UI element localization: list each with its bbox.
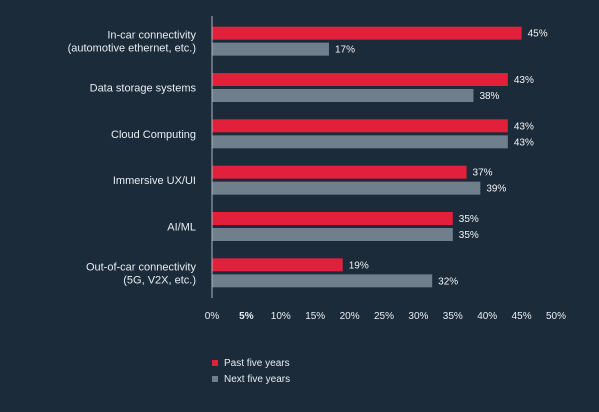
- bar-next-five-years: [212, 274, 433, 288]
- value-label: 19%: [349, 260, 369, 271]
- bar-past-five-years: [212, 165, 467, 179]
- category-label: In-car connectivity: [107, 30, 196, 42]
- x-tick-label: 10%: [271, 311, 291, 322]
- bar-next-five-years: [212, 89, 474, 102]
- bar-next-five-years: [212, 42, 329, 56]
- legend-swatch-next: [212, 376, 218, 382]
- bar-past-five-years: [212, 73, 508, 86]
- x-tick-label: 0%: [205, 311, 220, 322]
- legend: Past five years Next five years: [212, 358, 290, 385]
- bar-next-five-years: [212, 181, 481, 195]
- legend-label: Past five years: [224, 358, 290, 369]
- bar-next-five-years: [212, 228, 453, 241]
- category-label: Out-of-car connectivity: [86, 261, 197, 273]
- value-label: 37%: [473, 168, 493, 179]
- x-tick-label: 15%: [305, 311, 325, 322]
- value-label: 32%: [438, 276, 458, 287]
- x-tick-label: 5%: [239, 311, 254, 322]
- bar-next-five-years: [212, 135, 508, 149]
- legend-swatch-past: [212, 360, 218, 366]
- x-axis: 0% 5% 10% 15% 20% 25% 30% 35% 40% 45% 50%: [205, 16, 566, 322]
- category-label: Data storage systems: [90, 83, 197, 95]
- value-label: 43%: [514, 75, 534, 86]
- x-tick-label: 50%: [546, 311, 566, 322]
- category-label: Cloud Computing: [111, 129, 196, 141]
- value-label: 35%: [459, 230, 479, 241]
- value-label: 38%: [479, 91, 499, 102]
- value-label: 43%: [514, 121, 534, 132]
- bar-past-five-years: [212, 258, 343, 272]
- x-tick-label: 40%: [477, 311, 497, 322]
- category-label: (automotive ethernet, etc.): [68, 43, 196, 55]
- value-label: 45%: [528, 29, 548, 40]
- value-label: 43%: [514, 137, 534, 148]
- category-label: (5G, V2X, etc.): [123, 274, 196, 286]
- x-tick-label: 30%: [408, 311, 428, 322]
- x-tick-label: 20%: [340, 311, 360, 322]
- value-labels: 45% 17% 43% 38% 43% 43% 37% 39% 35% 35% 19% 32%: [335, 29, 548, 288]
- x-tick-label: 35%: [443, 311, 463, 322]
- bar-past-five-years: [212, 26, 522, 40]
- category-labels: In-car connectivity(automotive ethernet,…: [68, 30, 197, 287]
- legend-label: Next five years: [224, 374, 290, 385]
- bar-past-five-years: [212, 212, 453, 225]
- category-label: AI/ML: [167, 222, 196, 234]
- bars: [212, 26, 522, 288]
- category-label: Immersive UX/UI: [113, 175, 196, 187]
- x-tick-label: 25%: [374, 311, 394, 322]
- value-label: 17%: [335, 45, 355, 56]
- value-label: 35%: [459, 214, 479, 225]
- value-label: 39%: [486, 184, 506, 195]
- x-tick-label: 45%: [512, 311, 532, 322]
- bar-past-five-years: [212, 119, 508, 133]
